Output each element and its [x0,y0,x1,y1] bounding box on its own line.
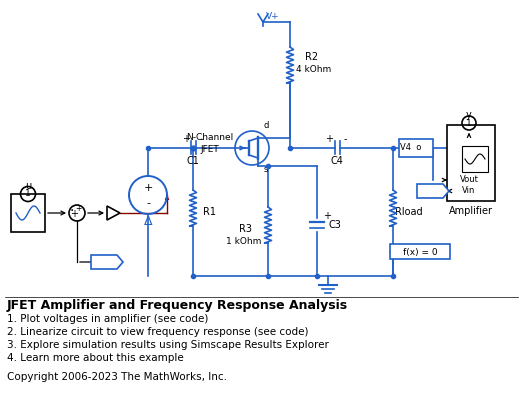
Text: -: - [199,134,203,144]
Text: f(x) = 0: f(x) = 0 [403,248,437,256]
Polygon shape [107,206,120,220]
Polygon shape [91,255,123,269]
Text: N-Channel: N-Channel [186,134,234,142]
Text: 1: 1 [466,119,472,127]
Text: +: + [323,211,331,221]
Text: +: + [143,183,153,193]
Text: +: + [325,134,333,144]
Text: 4 kOhm: 4 kOhm [297,65,332,73]
Text: [in]: [in] [98,258,112,266]
Text: -: - [343,134,347,144]
Text: 3. Explore simulation results using Simscape Results Explorer: 3. Explore simulation results using Sims… [7,340,329,350]
Text: 1 kOhm: 1 kOhm [226,236,262,246]
Text: y: y [466,110,472,120]
Text: s: s [264,166,268,174]
Text: R2: R2 [305,52,319,62]
Text: V+: V+ [266,13,280,21]
Bar [399,139,433,157]
Text: C1: C1 [187,156,199,166]
Text: C3: C3 [328,220,342,230]
Text: +: + [182,134,190,144]
Text: ·: · [70,204,74,218]
Text: +: + [75,204,81,214]
Bar [390,245,450,259]
Text: Vout: Vout [460,176,479,184]
Text: JFET Amplifier and Frequency Response Analysis: JFET Amplifier and Frequency Response An… [7,300,348,313]
Text: Amplifier: Amplifier [449,206,493,216]
Text: Vin: Vin [462,186,476,196]
Text: R1: R1 [202,207,215,217]
Text: R3: R3 [240,224,253,234]
Text: C4: C4 [331,156,344,166]
Text: [in]: [in] [424,186,438,196]
Text: 1. Plot voltages in amplifier (see code): 1. Plot voltages in amplifier (see code) [7,314,208,324]
Bar [11,194,45,232]
Text: 2. Linearize circuit to view frequency response (see code): 2. Linearize circuit to view frequency r… [7,327,309,337]
Text: +: + [70,209,78,219]
Text: V4  o: V4 o [400,143,422,153]
Text: 1: 1 [25,189,31,199]
Text: d: d [263,122,269,130]
Text: Δ: Δ [144,215,152,228]
Text: -: - [146,198,150,208]
Text: 4. Learn more about this example: 4. Learn more about this example [7,353,184,363]
Text: Copyright 2006-2023 The MathWorks, Inc.: Copyright 2006-2023 The MathWorks, Inc. [7,372,227,382]
Bar [447,125,495,201]
Text: u: u [25,181,31,191]
Bar [462,146,488,172]
Text: Rload: Rload [395,207,423,217]
Text: JFET: JFET [201,145,219,155]
Polygon shape [417,184,449,198]
